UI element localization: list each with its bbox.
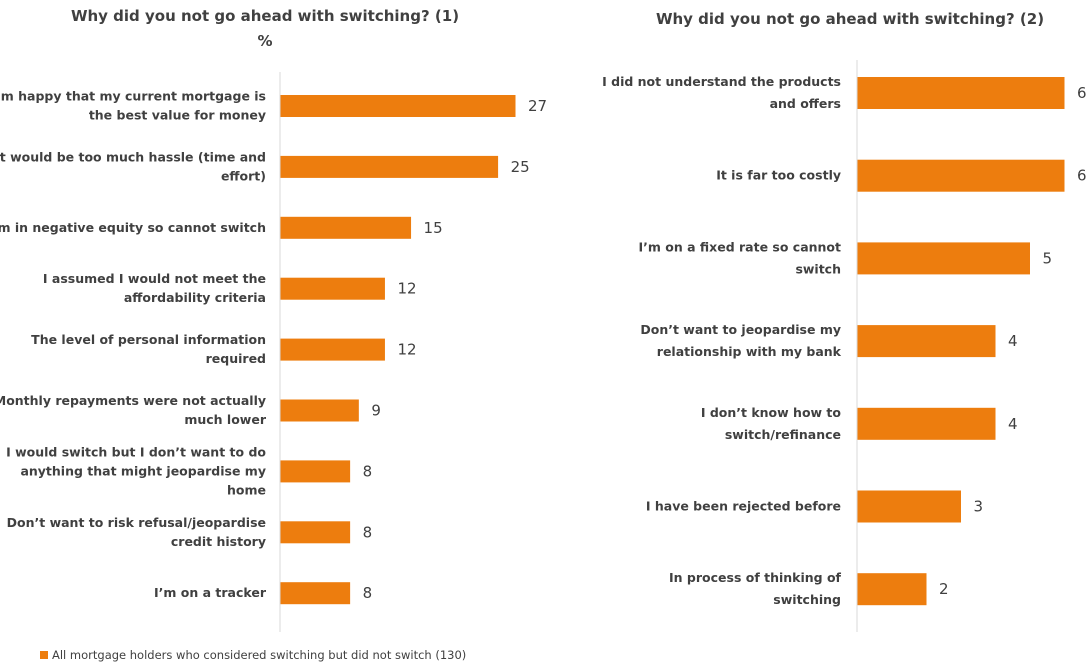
category-label-line: credit history — [171, 534, 266, 549]
category-label-line: relationship with my bank — [657, 344, 842, 359]
unit-label: % — [257, 32, 272, 50]
category-label-line: the best value for money — [89, 108, 266, 123]
category-label-2-2: It is far too costly — [716, 168, 841, 183]
data-label-1-7: 8 — [363, 462, 373, 480]
chart-panel-2: Why did you not go ahead with switching?… — [602, 10, 1087, 632]
category-label-line: I am in negative equity so cannot switch — [0, 220, 266, 235]
category-label-1-6: Monthly repayments were not actually much… — [0, 393, 267, 427]
category-label-1-7: I would switch but I don’t want to do any… — [6, 444, 266, 497]
category-label-1-4: I assumed I would not meet the affordabil… — [43, 271, 266, 305]
data-label-1-8: 8 — [363, 523, 373, 541]
data-label-2-4: 4 — [1008, 332, 1018, 350]
chart-panel-1: Why did you not go ahead with switching?… — [0, 7, 547, 632]
bar-1-8 — [280, 521, 351, 544]
bar-1-7 — [280, 460, 351, 483]
bar-1-2 — [280, 155, 499, 178]
data-label-1-6: 9 — [371, 402, 381, 420]
category-label-line: I don’t know how to — [701, 405, 842, 420]
category-label-line: switch/refinance — [725, 427, 841, 442]
category-label-line: I am happy that my current mortgage is — [0, 89, 266, 104]
legend-label: All mortgage holders who considered swit… — [52, 648, 466, 662]
category-label-line: Monthly repayments were not actually — [0, 393, 266, 408]
bar-2-2 — [857, 159, 1065, 192]
category-label-line: Don’t want to jeopardise my — [640, 322, 841, 337]
data-label-2-5: 4 — [1008, 415, 1018, 433]
category-label-line: effort) — [221, 168, 266, 183]
data-label-1-2: 25 — [511, 158, 530, 176]
category-label-line: anything that might jeopardise my — [20, 463, 266, 478]
category-label-line: In process of thinking of — [669, 570, 842, 585]
category-label-2-5: I don’t know how to switch/refinance — [701, 405, 842, 442]
data-label-2-3: 5 — [1043, 249, 1053, 267]
data-label-1-1: 27 — [528, 97, 547, 115]
category-label-line: It is far too costly — [716, 168, 841, 183]
category-label-2-4: Don’t want to jeopardise my relationship … — [640, 322, 841, 359]
category-label-2-3: I’m on a fixed rate so cannot switch — [639, 239, 842, 276]
category-label-line: I assumed I would not meet the — [43, 271, 266, 286]
bar-2-6 — [857, 490, 961, 523]
category-label-line: It would be too much hassle (time and — [0, 149, 266, 164]
bar-2-3 — [857, 242, 1030, 275]
bar-2-5 — [857, 407, 996, 440]
bar-2-1 — [857, 77, 1065, 109]
bar-1-9 — [280, 582, 351, 605]
bar-1-1 — [280, 95, 516, 117]
category-label-line: home — [227, 482, 266, 497]
category-label-1-5: The level of personal information require… — [31, 332, 266, 366]
data-label-2-6: 3 — [974, 498, 984, 516]
legend: All mortgage holders who considered swit… — [40, 648, 466, 662]
category-label-2-7: In process of thinking of switching — [669, 570, 842, 607]
category-label-1-8: Don’t want to risk refusal/jeopardise cre… — [7, 515, 266, 549]
category-label-line: switching — [773, 592, 841, 607]
category-label-line: I’m on a fixed rate so cannot — [639, 239, 842, 254]
category-label-line: The level of personal information — [31, 332, 266, 347]
data-label-1-5: 12 — [397, 341, 416, 359]
data-label-2-2: 6 — [1077, 167, 1087, 185]
category-label-1-2: It would be too much hassle (time and eff… — [0, 149, 266, 183]
bar-2-4 — [857, 325, 996, 358]
data-label-2-1: 6 — [1077, 84, 1087, 102]
category-label-line: affordability criteria — [124, 290, 266, 305]
data-label-1-9: 8 — [363, 584, 373, 602]
category-label-line: and offers — [770, 96, 841, 111]
category-label-line: I did not understand the products — [602, 74, 841, 89]
legend-swatch — [40, 651, 48, 659]
category-label-line: Don’t want to risk refusal/jeopardise — [7, 515, 266, 530]
category-label-1-3: I am in negative equity so cannot switch — [0, 220, 266, 235]
data-label-1-4: 12 — [397, 280, 416, 298]
bar-2-7 — [857, 573, 927, 606]
category-label-2-1: I did not understand the products and off… — [602, 74, 841, 111]
bar-1-6 — [280, 399, 359, 422]
data-label-2-7: 2 — [939, 580, 949, 598]
bar-1-5 — [280, 338, 385, 361]
category-label-line: switch — [795, 261, 841, 276]
category-label-line: I have been rejected before — [646, 499, 841, 514]
chart-title-1: Why did you not go ahead with switching?… — [71, 7, 459, 25]
category-label-1-1: I am happy that my current mortgage is th… — [0, 89, 266, 123]
data-label-1-3: 15 — [424, 219, 443, 237]
category-label-line: much lower — [184, 412, 266, 427]
category-label-line: I’m on a tracker — [154, 585, 267, 600]
category-label-1-9: I’m on a tracker — [154, 585, 267, 600]
category-label-2-6: I have been rejected before — [646, 499, 841, 514]
bar-1-4 — [280, 277, 385, 300]
chart-title-2: Why did you not go ahead with switching?… — [656, 10, 1044, 28]
bar-1-3 — [280, 216, 412, 239]
category-label-line: required — [206, 351, 266, 366]
category-label-line: I would switch but I don’t want to do — [6, 444, 266, 459]
